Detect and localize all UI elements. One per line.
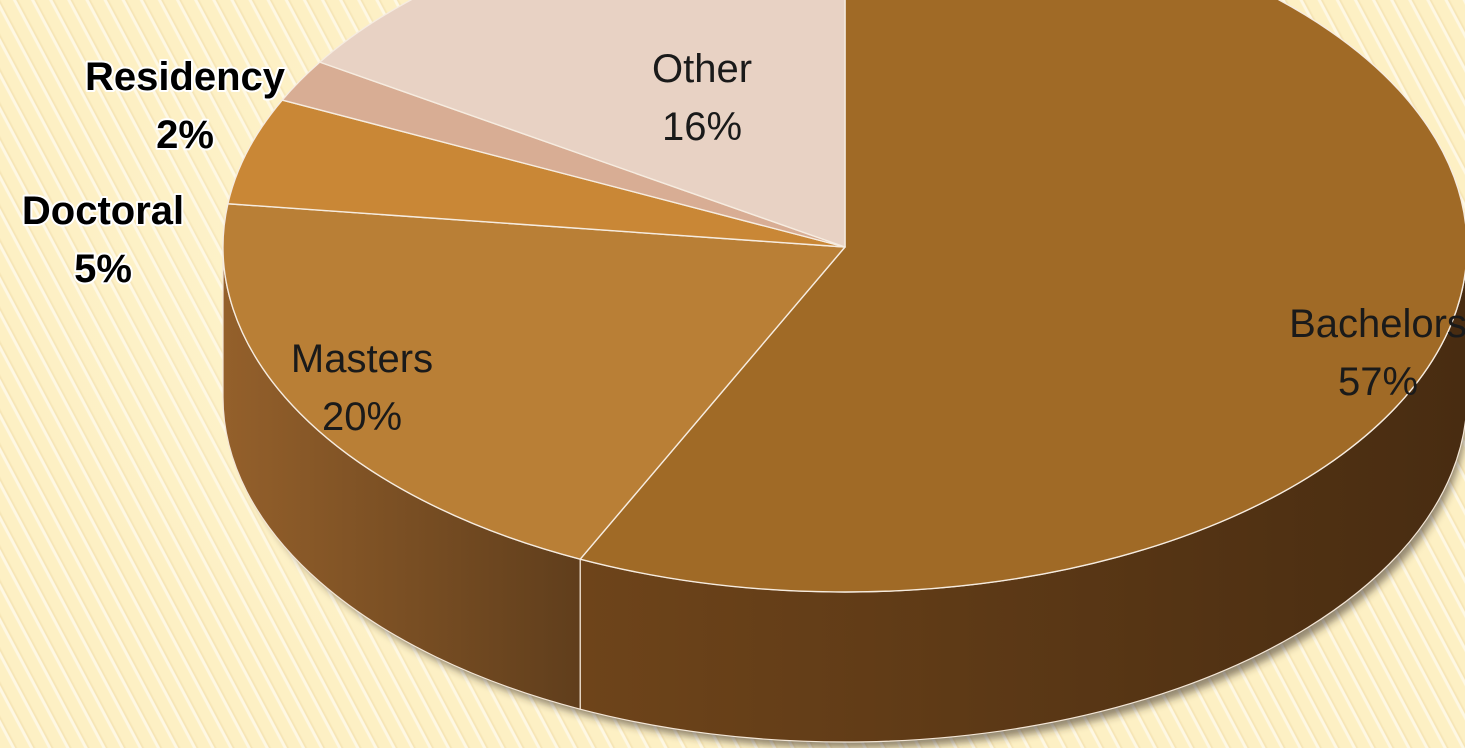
data-label-other-name: Other [652,47,752,91]
pie-slice-doctoral [227,99,846,248]
data-label-masters-percent: 20% [322,395,402,439]
pie-slice-other [319,0,846,248]
data-label-doctoral-name: Doctoral [22,189,184,233]
data-label-other-percent: 16% [662,105,742,149]
data-label-bachelors-percent: 57% [1338,360,1418,404]
data-label-residency-percent: 2% [156,113,214,157]
pie-slice-bachelors [579,0,1465,593]
pie-labels: Bachelors 57% Masters 20% Doctoral 5% Residenc… [20,47,1465,439]
data-label-doctoral-percent: 5% [74,247,132,291]
data-label-masters-name: Masters [291,337,433,381]
data-label-bachelors-name: Bachelors [1289,302,1465,346]
data-label-residency-name: Residency [85,55,286,99]
pie-slices [222,0,1465,593]
pie-slice-masters [222,203,846,560]
